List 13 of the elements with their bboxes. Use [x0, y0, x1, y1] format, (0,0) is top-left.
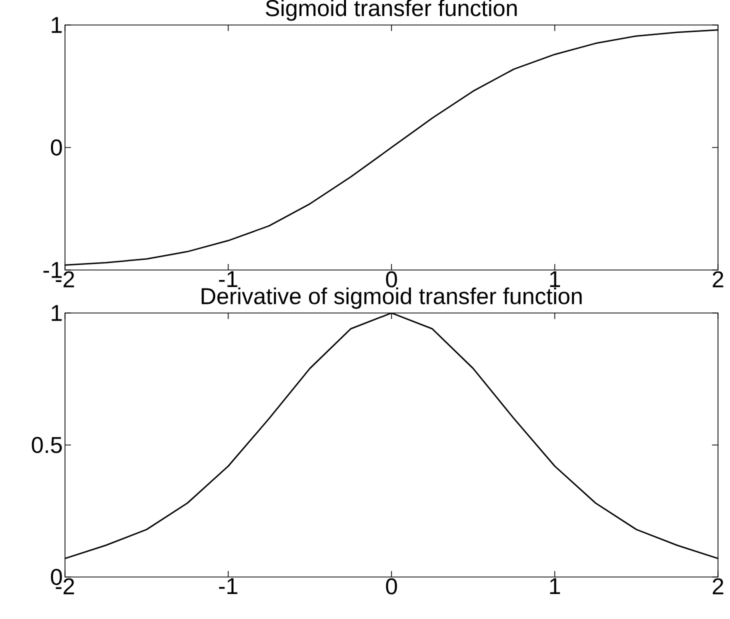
y-tick-label: 1: [52, 305, 62, 321]
x-tick-label: -1: [219, 271, 238, 287]
chart-title: Derivative of sigmoid transfer function: [202, 287, 582, 309]
x-tick-label: 1: [550, 271, 560, 287]
x-tick-label: 2: [712, 578, 724, 594]
y-tick-label: 0: [50, 139, 62, 156]
y-tick-label: 1: [52, 17, 62, 33]
x-tick-label: -1: [219, 578, 238, 594]
x-tick-label: 0: [386, 578, 397, 594]
x-tick-label: 2: [712, 271, 724, 288]
x-tick-label: 0: [386, 271, 397, 288]
y-tick-label: 0.5: [32, 436, 62, 454]
x-tick-label: 1: [550, 578, 560, 594]
